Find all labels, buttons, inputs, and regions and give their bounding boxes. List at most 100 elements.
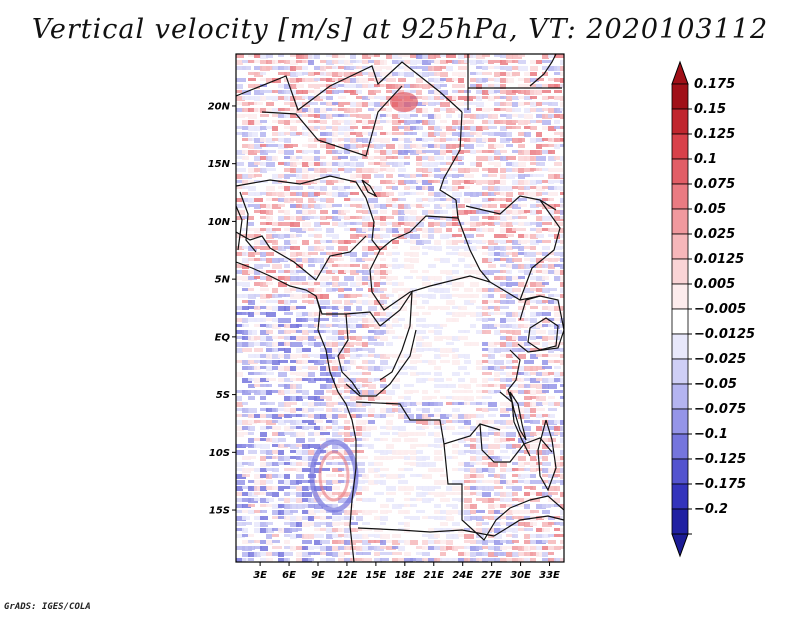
velocity-cell <box>464 426 471 429</box>
velocity-cell <box>536 186 545 191</box>
velocity-cell <box>542 540 548 543</box>
velocity-cell <box>308 72 315 76</box>
velocity-cell <box>350 126 358 129</box>
velocity-cell <box>266 78 275 83</box>
velocity-cell <box>374 330 384 335</box>
velocity-cell <box>560 360 564 365</box>
velocity-cell <box>434 132 440 136</box>
velocity-cell <box>392 114 400 119</box>
velocity-cell <box>416 510 425 513</box>
velocity-cell <box>452 192 462 197</box>
velocity-cell <box>248 384 255 388</box>
velocity-cell <box>350 114 359 117</box>
velocity-cell <box>488 552 498 557</box>
velocity-cell <box>308 192 318 197</box>
velocity-cell <box>536 282 545 287</box>
velocity-cell <box>560 402 564 407</box>
velocity-cell <box>272 294 282 298</box>
velocity-cell <box>476 444 483 449</box>
velocity-cell <box>476 90 485 94</box>
colorbar-swatch <box>671 483 689 510</box>
velocity-cell <box>476 384 486 387</box>
velocity-cell <box>518 102 525 106</box>
velocity-cell <box>254 276 260 279</box>
velocity-cell <box>356 432 362 436</box>
colorbar-label: −0.125 <box>694 452 746 467</box>
velocity-cell <box>284 378 293 382</box>
velocity-cell <box>326 234 332 237</box>
velocity-cell <box>530 90 537 95</box>
velocity-cell <box>362 78 369 83</box>
velocity-cell <box>266 270 276 273</box>
velocity-cell <box>500 342 506 347</box>
velocity-cell <box>296 474 304 479</box>
velocity-cell <box>332 414 338 419</box>
velocity-cell <box>332 168 339 173</box>
velocity-cell <box>368 294 375 298</box>
velocity-cell <box>284 396 292 401</box>
velocity-cell <box>362 522 370 525</box>
velocity-cell <box>476 126 483 131</box>
velocity-cell <box>272 258 280 263</box>
velocity-cell <box>542 456 548 461</box>
velocity-cell <box>272 228 281 231</box>
velocity-cell <box>296 504 305 509</box>
velocity-cell <box>542 414 550 417</box>
velocity-cell <box>482 216 492 219</box>
velocity-cell <box>344 228 350 231</box>
velocity-cell <box>518 162 526 167</box>
velocity-cell <box>326 408 335 412</box>
velocity-cell <box>446 162 456 165</box>
velocity-cell <box>524 468 531 471</box>
velocity-cell <box>260 522 268 527</box>
velocity-cell <box>452 138 460 141</box>
velocity-cell <box>284 216 294 220</box>
velocity-cell <box>536 222 542 227</box>
velocity-cell <box>368 468 378 473</box>
velocity-cell <box>500 516 509 519</box>
velocity-cell <box>518 84 528 88</box>
velocity-cell <box>518 222 528 226</box>
velocity-cell <box>392 204 402 208</box>
velocity-cell <box>446 348 455 353</box>
velocity-cell <box>278 456 284 461</box>
velocity-cell <box>380 384 387 388</box>
velocity-cell <box>440 348 447 353</box>
velocity-cell <box>446 342 454 345</box>
velocity-cell <box>494 186 500 191</box>
colorbar-label: −0.175 <box>694 477 746 492</box>
velocity-cell <box>560 66 564 71</box>
velocity-cell <box>374 168 383 172</box>
velocity-cell <box>518 216 527 219</box>
velocity-cell <box>512 414 521 417</box>
velocity-cell <box>560 114 564 119</box>
velocity-cell <box>506 312 515 317</box>
velocity-cell <box>344 210 350 213</box>
velocity-cell <box>380 540 386 545</box>
velocity-cell <box>500 456 510 459</box>
velocity-cell <box>278 252 286 255</box>
velocity-cell <box>386 282 392 285</box>
velocity-cell <box>326 198 334 203</box>
velocity-cell <box>554 522 564 525</box>
velocity-cell <box>482 408 489 412</box>
velocity-cell <box>272 108 281 112</box>
velocity-cell <box>422 534 432 537</box>
velocity-cell <box>266 372 274 375</box>
velocity-cell <box>308 162 318 166</box>
velocity-cell <box>548 516 555 520</box>
velocity-cell <box>344 396 352 399</box>
velocity-cell <box>500 318 506 323</box>
lon-tick-label: 30E <box>510 570 531 581</box>
velocity-cell <box>302 174 308 179</box>
velocity-cell <box>248 372 254 375</box>
velocity-cell <box>512 456 521 460</box>
velocity-cell <box>266 486 274 490</box>
velocity-cell <box>242 174 252 179</box>
velocity-cell <box>470 552 476 557</box>
velocity-cell <box>380 534 390 539</box>
velocity-cell <box>296 468 304 472</box>
velocity-cell <box>266 468 274 471</box>
velocity-cell <box>512 108 521 112</box>
velocity-cell <box>350 84 357 88</box>
